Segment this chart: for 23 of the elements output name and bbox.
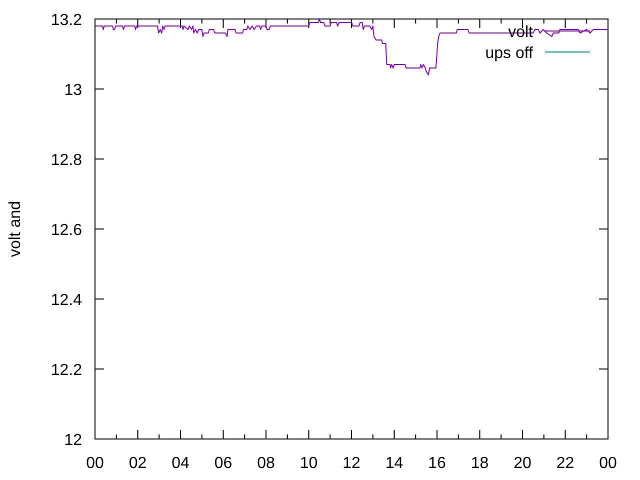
x-tick-label: 14 <box>385 455 404 472</box>
x-tick-label: 10 <box>300 455 318 472</box>
y-axis-title: volt and <box>7 200 24 258</box>
x-tick-label: 20 <box>514 455 532 472</box>
y-tick-label: 13 <box>64 82 82 99</box>
x-tick-label: 06 <box>214 455 232 472</box>
x-tick-label: 00 <box>86 455 104 472</box>
x-tick-label: 08 <box>257 455 275 472</box>
x-tick-label: 04 <box>172 455 190 472</box>
y-tick-label: 12.8 <box>50 152 82 169</box>
x-tick-label: 22 <box>556 455 574 472</box>
y-tick-label: 12.2 <box>50 362 82 379</box>
x-tick-label: 18 <box>470 455 489 472</box>
line-series <box>94 18 608 76</box>
y-tick-label: 12.4 <box>50 292 82 309</box>
x-tick-label: 02 <box>128 455 147 472</box>
y-tick-label: 12 <box>64 432 82 449</box>
y-tick-label: 13.2 <box>50 12 82 29</box>
x-tick-label: 16 <box>428 455 446 472</box>
y-tick-label: 12.6 <box>50 222 82 239</box>
x-tick-label: 12 <box>342 455 360 472</box>
legend-label: ups off <box>485 45 534 62</box>
x-tick-label: 00 <box>599 455 617 472</box>
